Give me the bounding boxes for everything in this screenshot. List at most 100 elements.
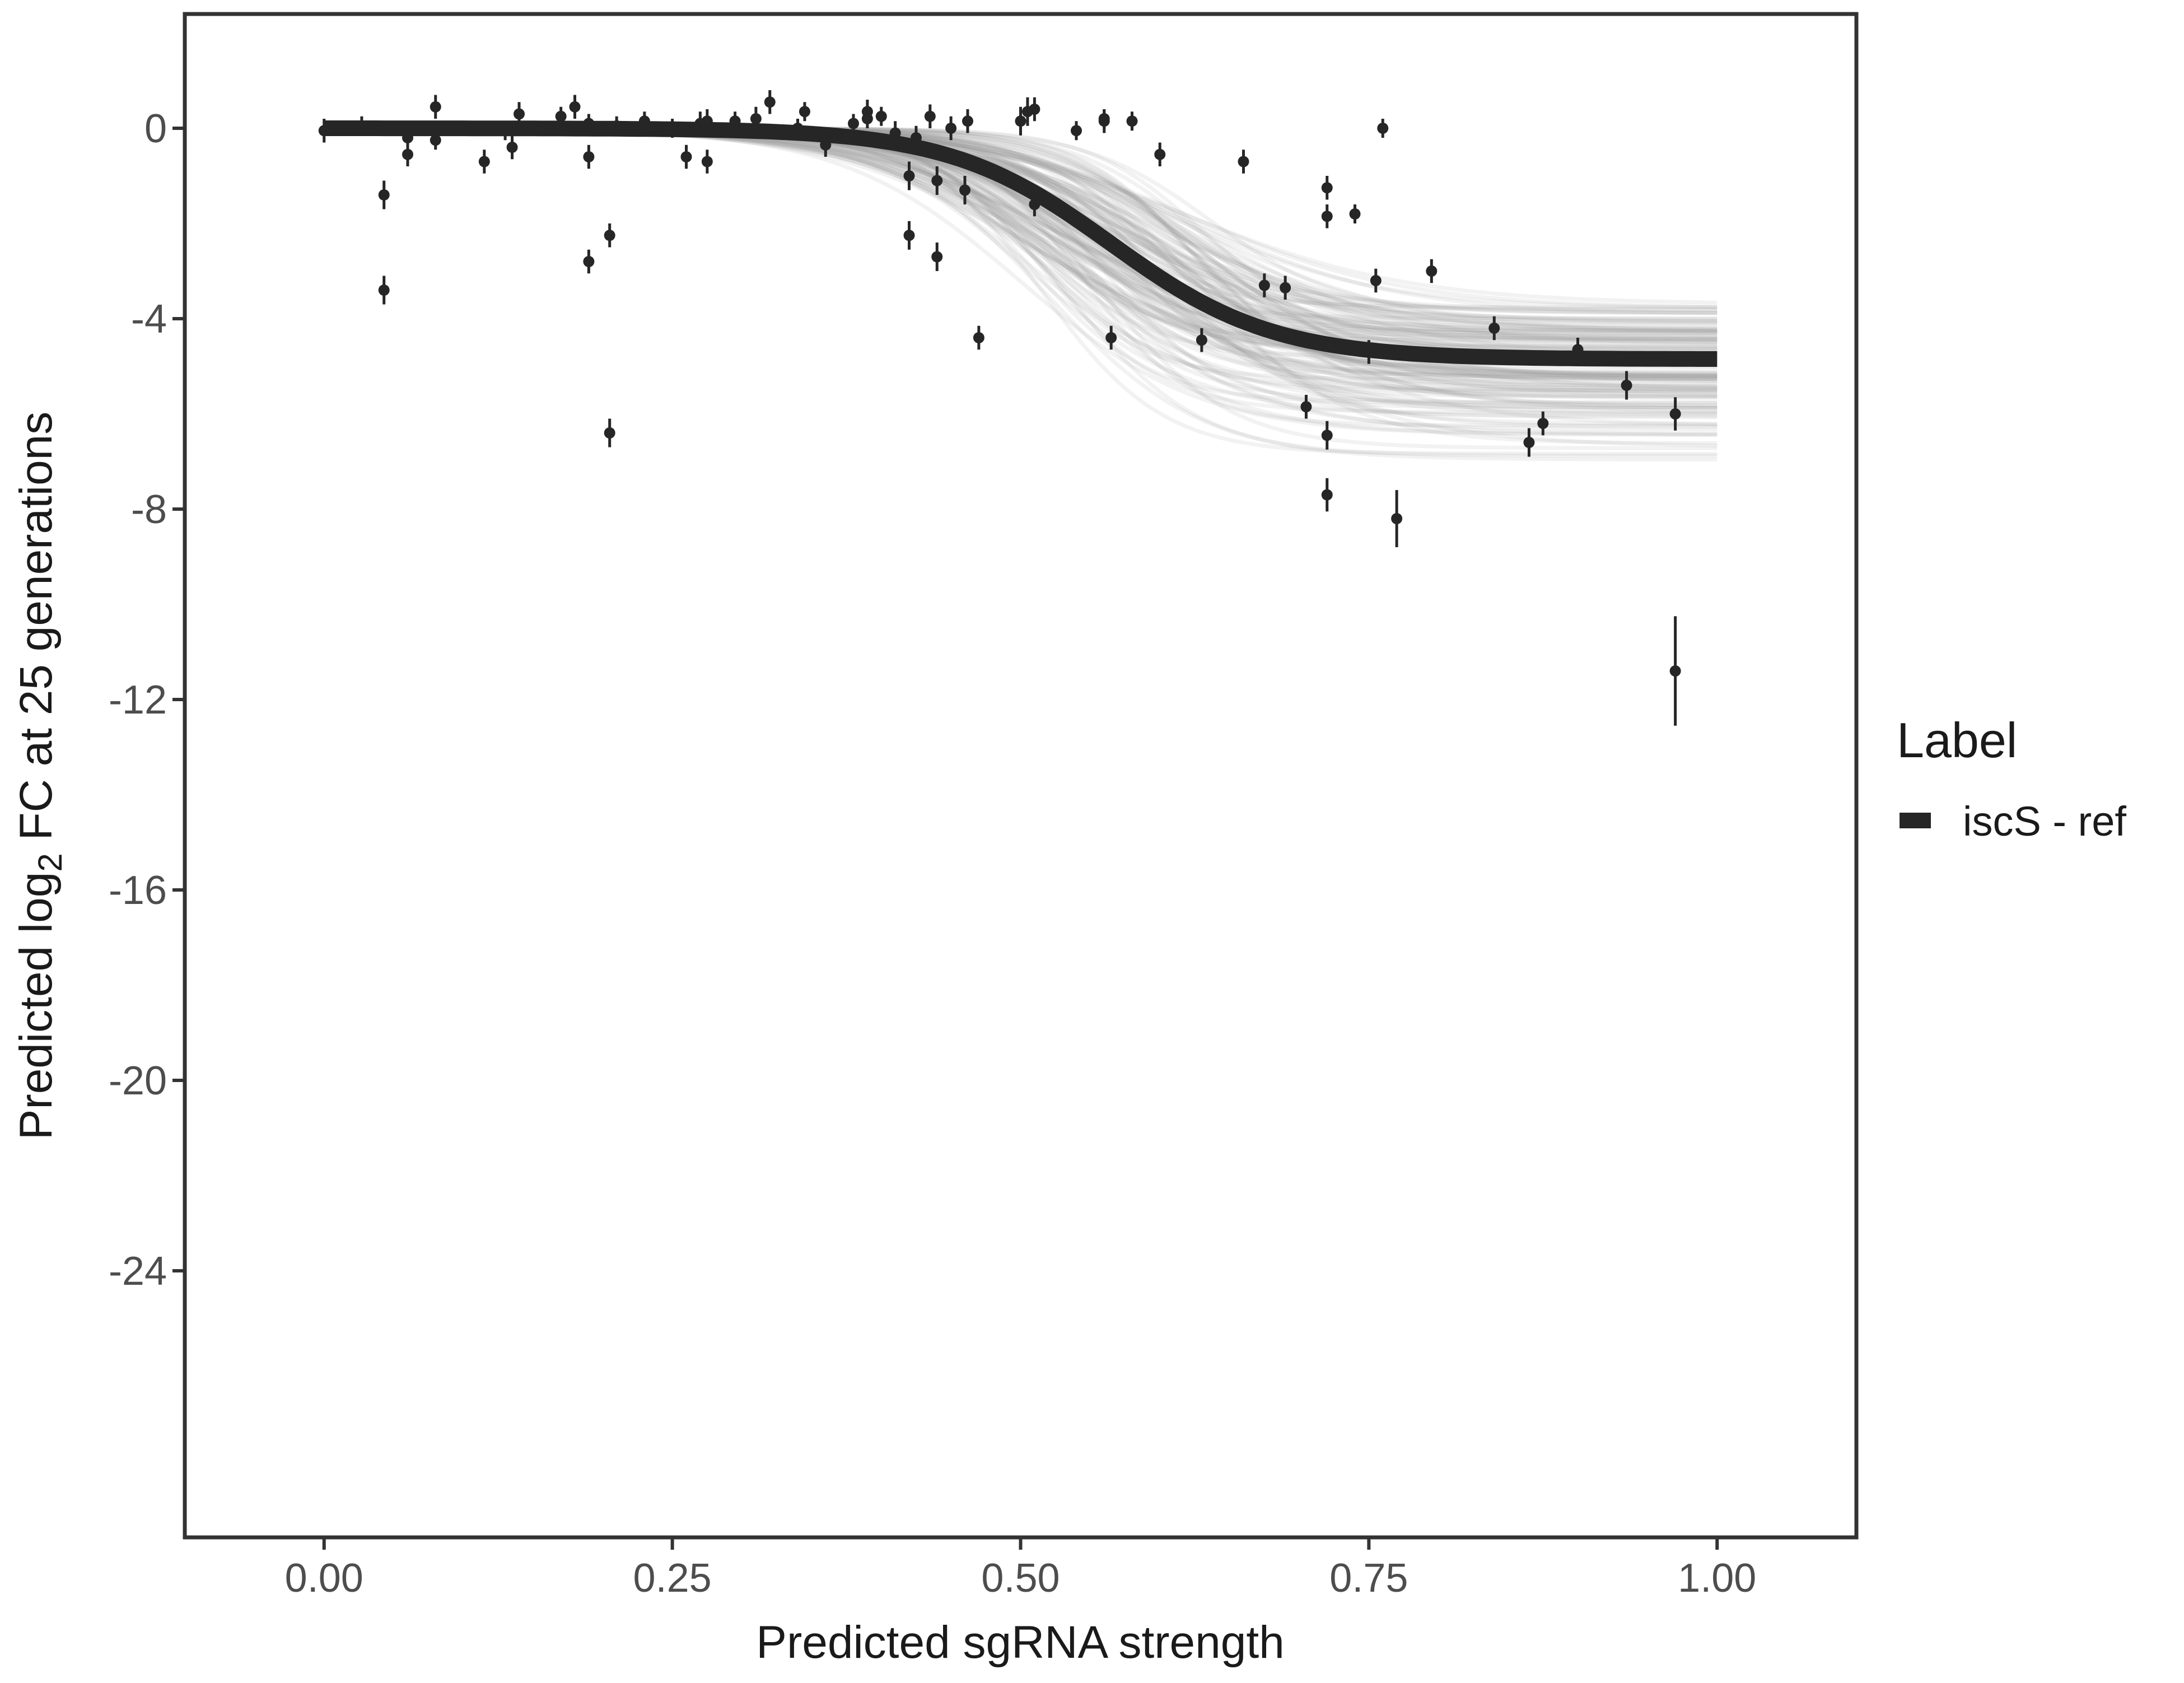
data-point-41	[931, 166, 943, 195]
point-marker-56	[1154, 148, 1166, 160]
data-point-24	[701, 150, 713, 174]
y-tick-label-6: -24	[109, 1249, 167, 1294]
data-point-64	[1321, 421, 1333, 450]
point-marker-45	[962, 115, 973, 127]
data-point-38	[903, 221, 915, 250]
x-tick-label-1: 0.25	[633, 1556, 712, 1601]
data-point-71	[1426, 259, 1438, 283]
point-marker-2	[378, 189, 390, 201]
x-tick-label-2: 0.50	[981, 1556, 1060, 1601]
data-point-61	[1300, 395, 1312, 419]
data-point-65	[1321, 478, 1333, 512]
data-point-11	[514, 102, 525, 126]
point-marker-30	[799, 106, 810, 118]
data-point-77	[1669, 397, 1681, 431]
data-point-46	[973, 325, 984, 350]
point-marker-60	[1280, 282, 1291, 293]
data-point-59	[1258, 273, 1270, 297]
data-point-17	[604, 223, 615, 248]
y-tick-label-4: -16	[109, 868, 167, 913]
point-marker-38	[903, 230, 915, 241]
y-axis-title-suffix: FC at 25 generations	[11, 412, 62, 854]
point-marker-62	[1321, 182, 1333, 194]
point-marker-69	[1377, 123, 1389, 134]
point-marker-41	[931, 175, 943, 187]
data-point-37	[903, 161, 915, 190]
point-marker-40	[924, 110, 936, 122]
legend: Label iscS - ref	[1897, 712, 2126, 845]
data-point-6	[430, 95, 441, 119]
point-marker-66	[1349, 208, 1361, 220]
data-point-43	[945, 116, 957, 141]
point-marker-7	[430, 134, 441, 146]
x-tick-label-0: 0.00	[285, 1556, 363, 1601]
point-marker-22	[680, 151, 692, 162]
data-point-66	[1349, 204, 1361, 223]
point-marker-8	[478, 156, 490, 167]
y-tick-label-1: -4	[131, 297, 167, 342]
data-point-32	[848, 114, 859, 133]
y-axis: 0 -4 -8 -12 -16 -20 -24	[109, 106, 183, 1294]
data-point-20	[638, 111, 650, 131]
point-marker-43	[945, 123, 957, 134]
point-marker-72	[1488, 323, 1500, 334]
x-axis: 0.00 0.25 0.50 0.75 1.00	[285, 1539, 1756, 1601]
data-point-0	[318, 119, 330, 143]
data-point-3	[378, 276, 390, 305]
point-marker-29	[792, 123, 804, 134]
point-marker-59	[1258, 279, 1270, 291]
point-marker-19	[611, 120, 623, 132]
data-point-35	[875, 106, 887, 126]
data-point-7	[430, 130, 441, 150]
point-marker-55	[1126, 115, 1138, 127]
point-marker-28	[764, 96, 776, 108]
point-marker-73	[1523, 437, 1535, 448]
x-tick-label-4: 1.00	[1678, 1556, 1756, 1601]
point-marker-34	[861, 113, 873, 124]
data-point-55	[1126, 111, 1138, 131]
data-point-10	[506, 135, 518, 160]
data-point-25	[701, 109, 713, 133]
data-point-54	[1105, 325, 1117, 350]
point-marker-18	[604, 427, 615, 439]
point-marker-36	[889, 127, 901, 139]
data-point-51	[1071, 121, 1082, 141]
data-point-68	[1370, 268, 1382, 293]
point-marker-57	[1196, 334, 1207, 346]
data-point-31	[820, 133, 832, 157]
data-point-70	[1391, 490, 1403, 547]
data-point-73	[1523, 428, 1535, 457]
point-marker-31	[820, 139, 832, 151]
data-point-26	[729, 111, 741, 131]
data-point-58	[1238, 150, 1249, 174]
data-point-5	[402, 128, 413, 147]
data-point-16	[583, 249, 595, 274]
x-tick-label-3: 0.75	[1329, 1556, 1408, 1601]
point-marker-78	[1669, 665, 1681, 677]
data-point-44	[959, 176, 970, 204]
point-marker-20	[638, 115, 650, 127]
point-marker-70	[1391, 513, 1403, 524]
point-marker-9	[500, 125, 511, 137]
point-marker-44	[959, 184, 970, 196]
point-marker-11	[514, 108, 525, 120]
data-point-29	[792, 119, 804, 138]
data-point-57	[1196, 328, 1207, 352]
point-marker-13	[569, 101, 581, 113]
data-point-18	[604, 418, 615, 447]
point-marker-1	[356, 120, 367, 132]
data-point-14	[583, 144, 595, 169]
y-axis-title: Predicted log2 FC at 25 generations	[11, 412, 69, 1140]
point-marker-35	[875, 110, 887, 122]
data-point-2	[378, 180, 390, 209]
data-point-22	[680, 144, 692, 169]
data-point-72	[1488, 316, 1500, 341]
data-point-53	[1098, 109, 1110, 128]
point-marker-51	[1071, 125, 1082, 137]
point-marker-71	[1426, 265, 1438, 277]
data-points	[318, 90, 1681, 726]
point-marker-61	[1300, 401, 1312, 413]
point-marker-25	[701, 115, 713, 127]
data-point-15	[583, 114, 595, 133]
